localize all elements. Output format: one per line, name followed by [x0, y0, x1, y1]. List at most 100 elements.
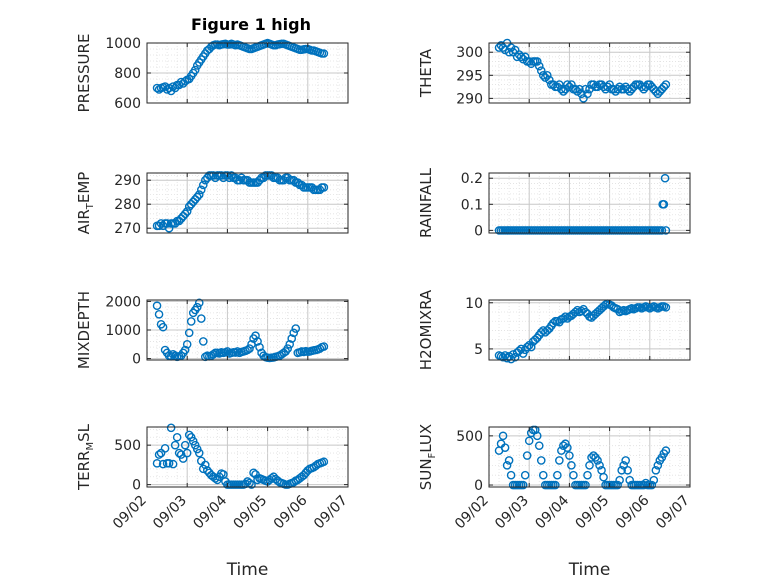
- data-point: [567, 461, 576, 470]
- data-point: [209, 171, 218, 180]
- data-point: [563, 80, 572, 89]
- y-axis-label-part: H2OMIXRA: [417, 289, 435, 370]
- series-h2omixra: [494, 299, 671, 364]
- data-point: [534, 61, 544, 71]
- y-tick-label: 0: [474, 478, 483, 494]
- data-point: [615, 475, 624, 485]
- data-point: [194, 448, 204, 458]
- data-point: [223, 347, 232, 356]
- data-point: [198, 337, 208, 346]
- data-point: [613, 480, 622, 490]
- data-point: [538, 470, 548, 480]
- data-point: [571, 307, 580, 317]
- data-point: [315, 344, 325, 353]
- y-tick-label: 290: [114, 173, 141, 189]
- series-pressure: [152, 38, 329, 96]
- data-point: [549, 318, 558, 328]
- data-point: [319, 183, 329, 192]
- data-point: [152, 83, 162, 93]
- data-point: [536, 66, 546, 75]
- data-point: [287, 334, 297, 343]
- axes-frame: [488, 299, 691, 361]
- data-point: [192, 302, 202, 312]
- data-point: [498, 431, 508, 441]
- data-point: [158, 322, 168, 332]
- data-point: [502, 353, 512, 363]
- y-axis-label-part: TERR: [75, 451, 93, 492]
- data-point: [209, 349, 218, 359]
- data-point: [319, 49, 329, 58]
- data-point: [575, 84, 584, 94]
- data-point: [561, 312, 570, 321]
- data-point: [184, 328, 194, 338]
- data-point: [555, 80, 564, 89]
- data-point: [518, 480, 528, 490]
- data-point: [661, 226, 671, 235]
- series-sun_flux: [494, 425, 671, 490]
- data-point: [285, 339, 295, 349]
- data-point: [657, 226, 667, 235]
- grid-lines: [489, 42, 690, 104]
- data-point: [563, 443, 572, 452]
- data-point: [522, 342, 532, 352]
- y-axis-label-part: F: [427, 452, 438, 458]
- data-point: [180, 345, 190, 355]
- data-point: [506, 470, 516, 480]
- subplot-air_temp: 270 280 290 AIRTEMP: [75, 171, 349, 237]
- y-axis-label: PRESSURE: [75, 34, 93, 113]
- data-point: [196, 185, 206, 195]
- y-tick-label: 0.1: [461, 197, 483, 213]
- data-point: [194, 298, 204, 308]
- y-axis-label-part: SL: [75, 423, 93, 442]
- data-point: [251, 331, 260, 341]
- y-axis-label-part: THETA: [417, 48, 435, 98]
- data-point: [245, 344, 254, 353]
- y-axis-label: THETA: [417, 48, 435, 98]
- data-point: [211, 474, 220, 483]
- y-axis-label-part: PRESSURE: [75, 34, 93, 113]
- y-tick-label: 0.2: [461, 171, 483, 187]
- data-point: [581, 480, 590, 490]
- data-point: [200, 460, 210, 470]
- data-point: [516, 344, 526, 354]
- data-point: [532, 431, 542, 441]
- series-air_temp: [152, 171, 329, 233]
- data-point: [498, 352, 508, 362]
- data-point: [158, 459, 168, 469]
- data-point: [639, 480, 649, 490]
- data-point: [247, 480, 256, 489]
- data-point: [233, 347, 242, 356]
- data-point: [583, 89, 592, 99]
- data-point: [164, 459, 174, 468]
- data-point: [538, 71, 548, 80]
- data-point: [553, 470, 562, 480]
- data-point: [225, 173, 234, 183]
- data-point: [198, 180, 208, 190]
- data-point: [192, 192, 202, 202]
- data-point: [581, 84, 590, 94]
- data-point: [166, 423, 176, 433]
- data-point: [621, 456, 630, 465]
- data-point: [595, 461, 604, 470]
- data-point: [530, 425, 540, 435]
- data-point: [651, 465, 661, 475]
- y-tick-label: 2000: [105, 294, 141, 310]
- data-point: [559, 314, 568, 323]
- figure-title: Figure 1 high: [191, 15, 311, 34]
- y-axis-label-part: MIXDEPTH: [75, 291, 93, 369]
- data-point: [538, 326, 548, 335]
- series-theta: [494, 38, 671, 103]
- data-point: [172, 432, 182, 442]
- data-point: [557, 84, 566, 94]
- y-tick-label: 5: [474, 342, 483, 358]
- data-point: [249, 468, 258, 478]
- data-point: [506, 354, 516, 364]
- data-point: [593, 456, 602, 465]
- axes-frame: [146, 426, 349, 488]
- data-point: [661, 80, 671, 89]
- y-axis-label: H2OMIXRA: [417, 289, 435, 370]
- y-tick-label: 270: [114, 221, 141, 237]
- data-point: [520, 470, 530, 480]
- data-point: [182, 339, 192, 349]
- data-point: [178, 454, 188, 463]
